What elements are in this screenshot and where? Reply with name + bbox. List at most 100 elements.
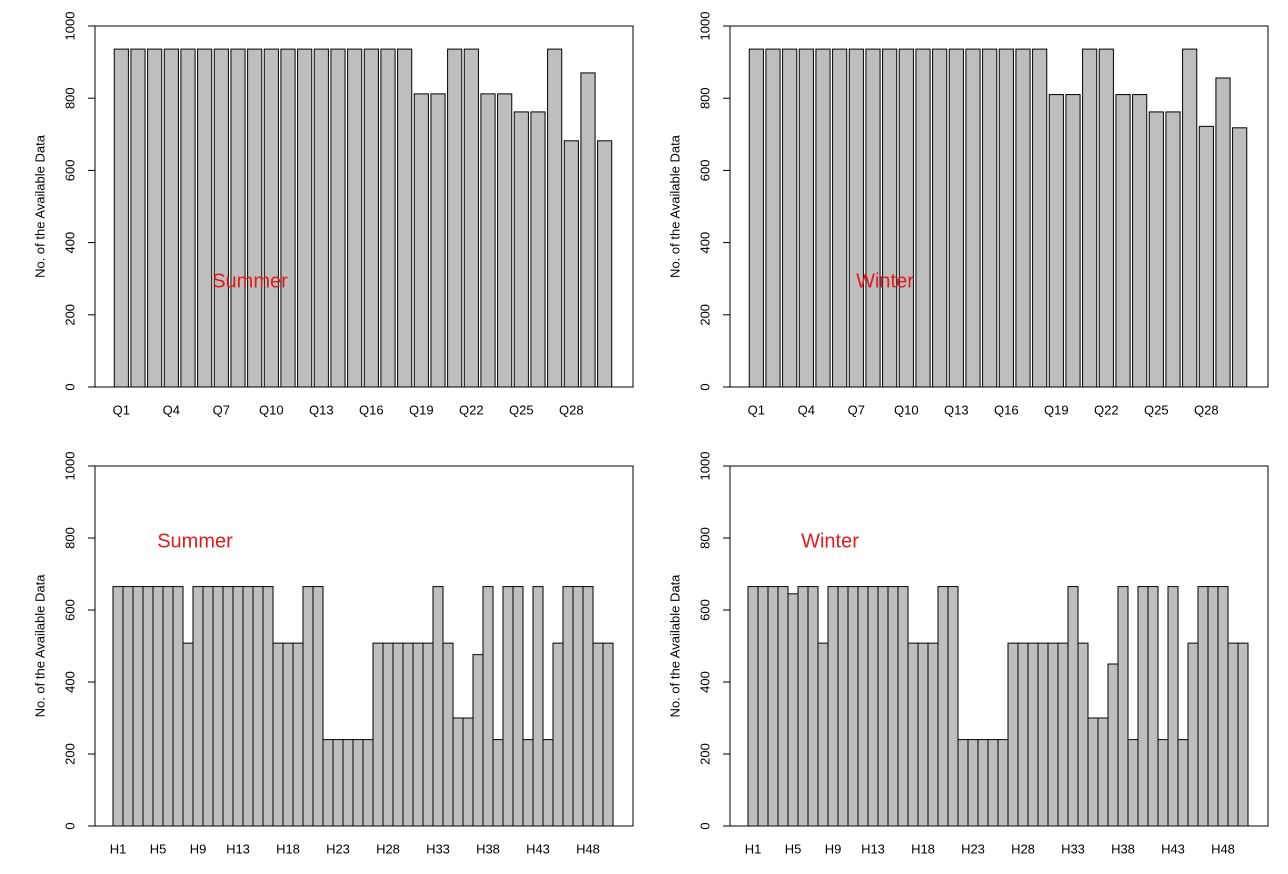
bar — [837, 586, 849, 827]
bar — [767, 586, 779, 827]
bar — [1047, 642, 1059, 827]
bar — [815, 48, 831, 388]
bar — [917, 642, 929, 827]
bar — [1215, 77, 1231, 388]
x-tick-label: H28 — [1011, 841, 1035, 856]
bar — [832, 48, 848, 388]
bar — [442, 642, 454, 827]
bar — [172, 586, 184, 827]
bar — [313, 48, 329, 388]
bar — [1098, 48, 1114, 388]
plot-frame — [729, 465, 1269, 827]
bar — [532, 586, 544, 827]
bar — [1137, 586, 1149, 827]
y-tick-label: 0 — [697, 822, 712, 829]
bar — [252, 586, 264, 827]
bar — [1217, 586, 1229, 827]
bar — [263, 48, 279, 388]
bar — [452, 717, 464, 827]
y-axis-label: No. of the Available Data — [667, 574, 682, 718]
x-tick-label: Q10 — [259, 402, 284, 417]
y-tick-label: 600 — [697, 599, 712, 621]
plot-frame — [94, 465, 634, 827]
bar — [497, 93, 513, 388]
bar — [312, 586, 324, 827]
bar — [147, 48, 163, 388]
y-tick-label: 0 — [62, 383, 77, 390]
bar — [180, 48, 196, 388]
bar — [1087, 717, 1099, 827]
x-tick-label: H33 — [426, 841, 450, 856]
x-tick-label: H43 — [526, 841, 550, 856]
y-tick-label: 800 — [697, 527, 712, 549]
bar — [987, 739, 999, 827]
bar — [948, 48, 964, 388]
bar — [777, 586, 789, 827]
y-tick-label: 400 — [697, 671, 712, 693]
bar — [827, 586, 839, 827]
bar — [342, 739, 354, 827]
x-tick-label: H9 — [190, 841, 207, 856]
bar — [1032, 48, 1048, 388]
x-tick-label: Q22 — [459, 402, 484, 417]
x-tick-label: H13 — [861, 841, 885, 856]
y-tick-label: 400 — [697, 232, 712, 254]
bar — [422, 642, 434, 827]
plot-frame — [729, 25, 1269, 388]
bar — [748, 48, 764, 388]
bar — [552, 642, 564, 827]
bar — [882, 48, 898, 388]
x-tick-label: Q7 — [848, 402, 865, 417]
bar — [222, 586, 234, 827]
x-tick-label: Q13 — [944, 402, 969, 417]
bar — [1117, 586, 1129, 827]
bar — [597, 140, 613, 388]
plot-frame — [94, 25, 634, 388]
y-tick-label: 0 — [697, 383, 712, 390]
bar — [232, 586, 244, 827]
y-tick-label: 0 — [62, 822, 77, 829]
bar — [202, 586, 214, 827]
bar — [330, 48, 346, 388]
x-tick-label: H28 — [376, 841, 400, 856]
bar — [512, 586, 524, 827]
bar — [547, 48, 563, 388]
bar — [463, 48, 479, 388]
bar — [272, 642, 284, 827]
x-tick-label: H48 — [1211, 841, 1235, 856]
y-tick-label: 800 — [62, 527, 77, 549]
bar — [1097, 717, 1109, 827]
bar — [152, 586, 164, 827]
bar — [322, 739, 334, 827]
x-tick-label: H23 — [961, 841, 985, 856]
bar — [513, 111, 529, 388]
y-tick-label: 600 — [62, 599, 77, 621]
annotation: Summer — [212, 270, 288, 292]
bar — [602, 642, 614, 827]
bar — [262, 586, 274, 827]
bar — [430, 93, 446, 388]
y-axis-label: No. of the Available Data — [32, 134, 47, 278]
bar — [1197, 586, 1209, 827]
bar — [1177, 739, 1189, 827]
bar — [998, 48, 1014, 388]
bar — [572, 586, 584, 827]
x-tick-label: H23 — [326, 841, 350, 856]
bar — [898, 48, 914, 388]
bar — [1082, 48, 1098, 388]
bar — [380, 48, 396, 388]
x-tick-label: H5 — [150, 841, 167, 856]
x-tick-label: H18 — [911, 841, 935, 856]
x-tick-label: Q19 — [1044, 402, 1069, 417]
y-tick-label: 1000 — [697, 12, 712, 41]
annotation: Winter — [801, 530, 859, 552]
bar — [280, 48, 296, 388]
y-tick-label: 400 — [62, 671, 77, 693]
bar — [1167, 586, 1179, 827]
bar — [562, 586, 574, 827]
bar — [113, 48, 129, 388]
x-tick-label: H13 — [226, 841, 250, 856]
bar — [1187, 642, 1199, 827]
bar — [957, 739, 969, 827]
bar — [1048, 94, 1064, 388]
